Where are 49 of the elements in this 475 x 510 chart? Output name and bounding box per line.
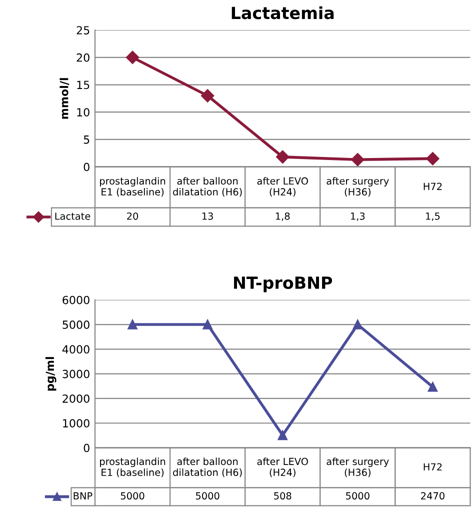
x-tick-label: after surgery (H36): [326, 458, 389, 478]
chart-title: NT-proBNP: [234, 276, 332, 292]
data-label: 13: [202, 212, 213, 220]
y-tick-label: 5000: [62, 320, 90, 329]
y-tick-label: 25: [76, 26, 90, 34]
chart-title: Lactatemia: [232, 6, 334, 20]
y-axis-title: mmol/l: [60, 78, 70, 119]
point: [352, 320, 363, 330]
point: [276, 150, 290, 164]
x-tick-label: after surgery (H36): [326, 177, 389, 197]
point: [278, 430, 288, 440]
point: [426, 152, 440, 166]
y-tick-label: 6000: [62, 296, 90, 304]
point: [200, 89, 214, 102]
y-tick-label: 10: [77, 108, 90, 116]
data-label: 508: [274, 492, 292, 500]
x-tick-label: after balloon dilatation (H6): [173, 458, 242, 478]
y-tick-label: 5: [84, 136, 90, 144]
x-tick-label: after LEVO (H24): [257, 458, 308, 478]
legend-label: BNP: [74, 492, 92, 500]
x-tick-label: after balloon dilatation (H6): [173, 177, 242, 197]
x-tick-label: after LEVO (H24): [257, 177, 308, 197]
x-tick-label: prostaglandin E1 (baseline): [100, 177, 166, 197]
point: [126, 50, 140, 64]
point: [128, 320, 138, 330]
y-tick-label: 3000: [62, 370, 90, 378]
y-tick-label: 20: [76, 53, 90, 62]
data-label: 2470: [421, 492, 444, 500]
x-tick-label: prostaglandin E1 (baseline): [100, 458, 166, 478]
point: [202, 320, 212, 330]
y-tick-label: 2000: [62, 394, 90, 403]
data-label: 5000: [346, 492, 370, 500]
y-tick-label: 0: [84, 162, 90, 172]
data-label: 20: [127, 212, 138, 220]
x-tick-label: H72: [424, 463, 442, 470]
y-tick-label: 0: [84, 444, 90, 452]
x-tick-label: H72: [424, 182, 442, 190]
point: [428, 382, 438, 392]
data-label: 5000: [120, 492, 144, 500]
y-tick-label: 1000: [63, 419, 90, 428]
legend-label: Lactate: [55, 212, 90, 220]
data-label: 1,3: [351, 212, 365, 221]
y-axis-title: pg/ml: [45, 357, 56, 391]
data-label: 1,5: [426, 212, 440, 221]
y-tick-label: 15: [77, 80, 90, 90]
data-label: 1,8: [276, 212, 290, 221]
data-label: 5000: [196, 492, 220, 500]
y-tick-label: 4000: [62, 345, 90, 354]
point: [351, 153, 364, 166]
